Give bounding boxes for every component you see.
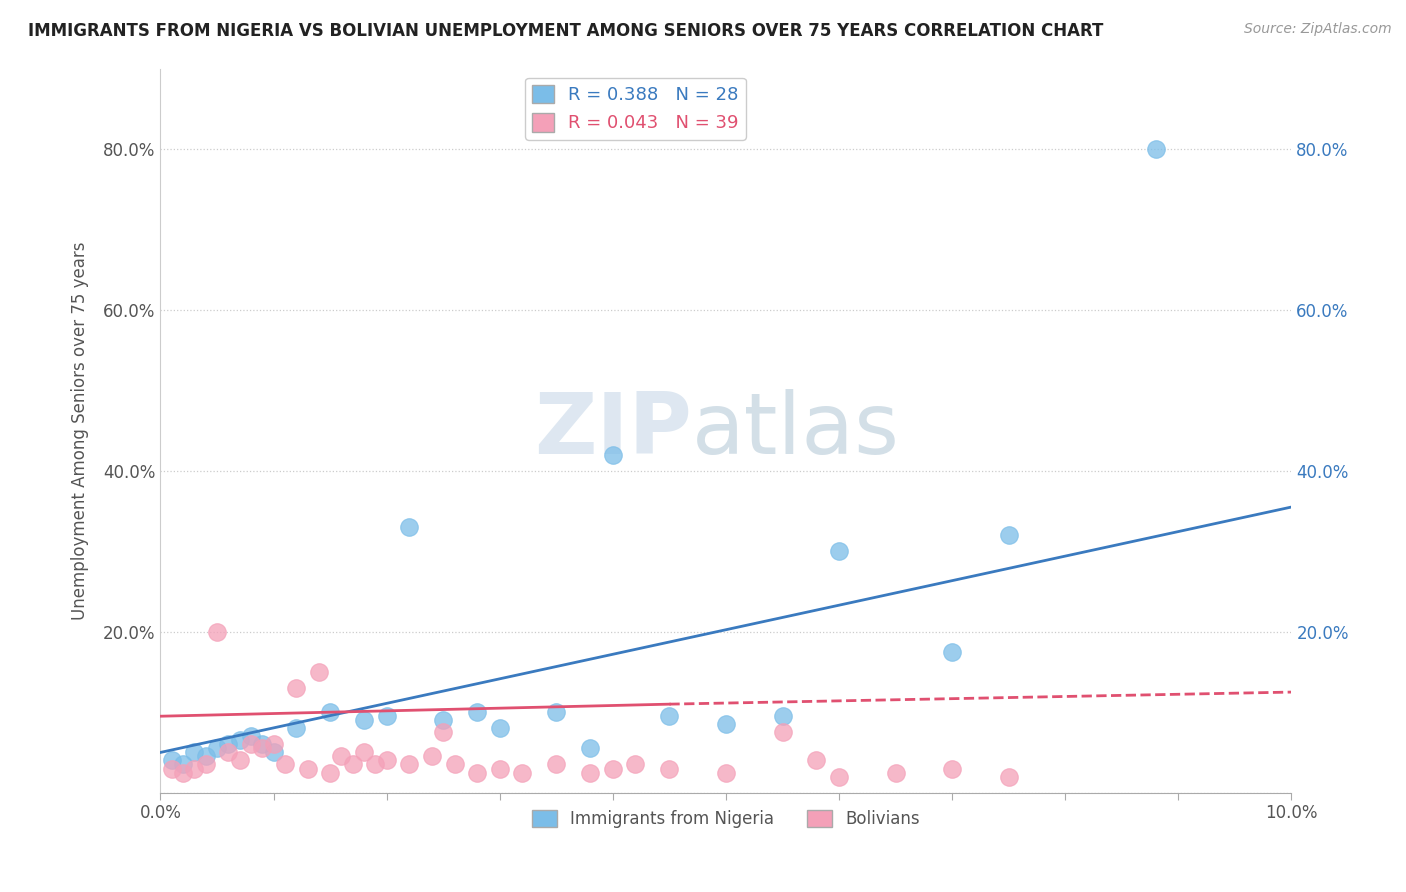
- Point: [375, 709, 398, 723]
- Point: [579, 741, 602, 756]
- Point: [172, 757, 194, 772]
- Point: [263, 738, 285, 752]
- Point: [285, 721, 308, 735]
- Point: [194, 757, 217, 772]
- Point: [465, 765, 488, 780]
- Point: [828, 770, 851, 784]
- Point: [443, 757, 465, 772]
- Point: [205, 624, 228, 639]
- Legend: Immigrants from Nigeria, Bolivians: Immigrants from Nigeria, Bolivians: [524, 804, 927, 835]
- Point: [239, 738, 262, 752]
- Point: [884, 765, 907, 780]
- Point: [228, 754, 250, 768]
- Point: [375, 754, 398, 768]
- Point: [353, 746, 375, 760]
- Point: [420, 749, 443, 764]
- Point: [658, 709, 681, 723]
- Point: [772, 709, 794, 723]
- Point: [714, 717, 737, 731]
- Point: [217, 746, 239, 760]
- Point: [512, 765, 534, 780]
- Point: [205, 741, 228, 756]
- Point: [432, 725, 454, 739]
- Point: [579, 765, 602, 780]
- Point: [941, 645, 963, 659]
- Point: [602, 448, 624, 462]
- Point: [398, 520, 420, 534]
- Point: [308, 665, 330, 679]
- Point: [183, 746, 205, 760]
- Point: [319, 705, 342, 719]
- Point: [488, 762, 510, 776]
- Point: [806, 754, 828, 768]
- Point: [330, 749, 353, 764]
- Point: [624, 757, 647, 772]
- Point: [1144, 142, 1167, 156]
- Point: [546, 757, 568, 772]
- Point: [432, 713, 454, 727]
- Point: [997, 770, 1019, 784]
- Point: [160, 762, 183, 776]
- Point: [941, 762, 963, 776]
- Point: [772, 725, 794, 739]
- Point: [228, 733, 250, 747]
- Point: [194, 749, 217, 764]
- Point: [239, 729, 262, 743]
- Point: [465, 705, 488, 719]
- Point: [342, 757, 364, 772]
- Text: IMMIGRANTS FROM NIGERIA VS BOLIVIAN UNEMPLOYMENT AMONG SENIORS OVER 75 YEARS COR: IMMIGRANTS FROM NIGERIA VS BOLIVIAN UNEM…: [28, 22, 1104, 40]
- Point: [160, 754, 183, 768]
- Text: ZIP: ZIP: [534, 389, 692, 472]
- Point: [285, 681, 308, 695]
- Point: [252, 741, 274, 756]
- Y-axis label: Unemployment Among Seniors over 75 years: Unemployment Among Seniors over 75 years: [72, 242, 89, 620]
- Point: [546, 705, 568, 719]
- Point: [183, 762, 205, 776]
- Point: [658, 762, 681, 776]
- Point: [217, 738, 239, 752]
- Point: [353, 713, 375, 727]
- Point: [297, 762, 319, 776]
- Point: [828, 544, 851, 558]
- Point: [398, 757, 420, 772]
- Point: [997, 528, 1019, 542]
- Point: [488, 721, 510, 735]
- Text: atlas: atlas: [692, 389, 900, 472]
- Text: Source: ZipAtlas.com: Source: ZipAtlas.com: [1244, 22, 1392, 37]
- Point: [602, 762, 624, 776]
- Point: [274, 757, 297, 772]
- Point: [364, 757, 387, 772]
- Point: [714, 765, 737, 780]
- Point: [263, 746, 285, 760]
- Point: [252, 738, 274, 752]
- Point: [172, 765, 194, 780]
- Point: [319, 765, 342, 780]
